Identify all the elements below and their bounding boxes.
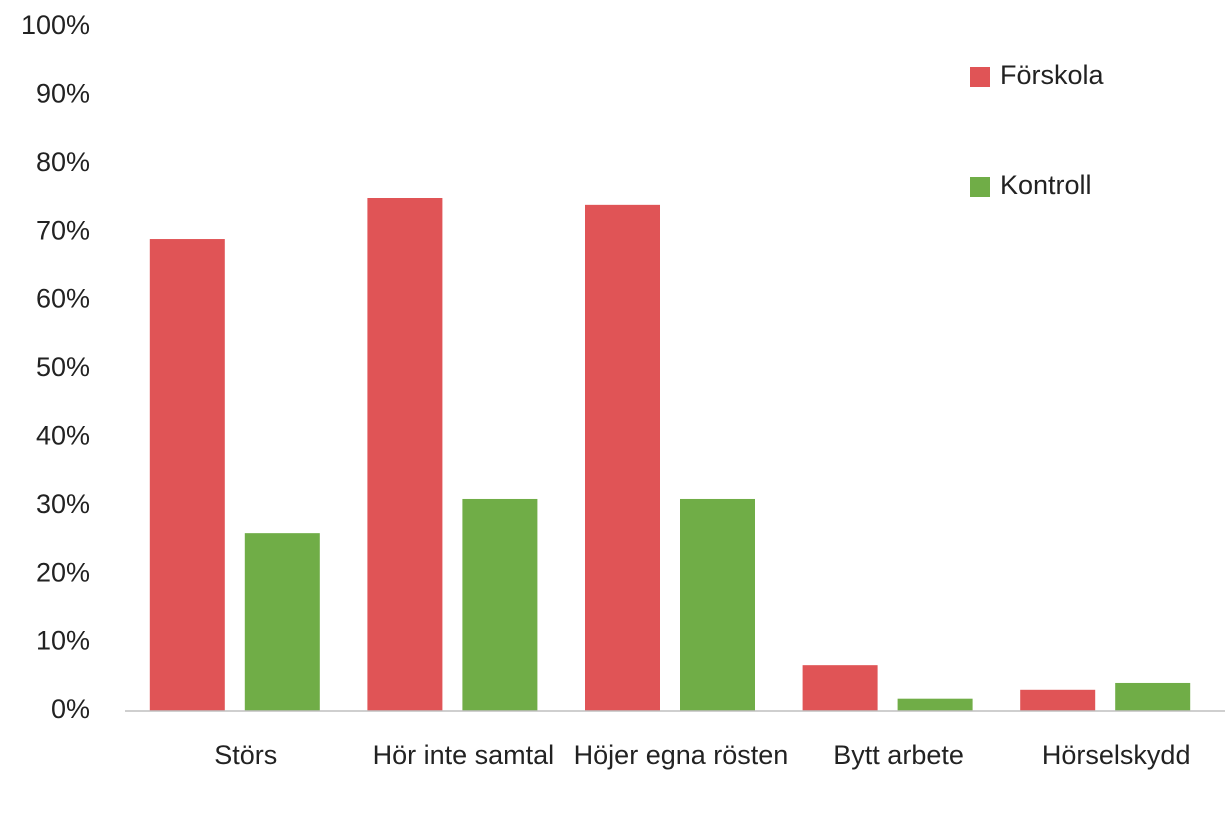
bar [680,498,755,711]
bar [1115,682,1191,711]
y-tick-label: 50% [36,352,90,382]
legend-label: Förskola [1000,60,1105,90]
y-tick-label: 60% [36,284,90,314]
x-tick-label: Hörselskydd [1041,740,1191,770]
y-tick-label: 100% [21,10,90,40]
x-tick-label: Höjer egna rösten [573,740,789,770]
bar [1020,689,1096,711]
bar [802,665,878,711]
legend-swatch [970,67,990,87]
y-tick-label: 40% [36,421,90,451]
bar [367,198,443,711]
legend-swatch [970,177,990,197]
bar [585,204,660,711]
y-tick-label: 20% [36,557,90,587]
bar [149,239,225,712]
x-tick-label: Hör inte samtal [372,740,555,770]
bar [244,533,320,711]
y-tick-label: 10% [36,626,90,656]
bar [462,498,538,711]
x-tick-label: Bytt arbete [833,740,964,770]
bar [897,698,973,711]
y-tick-label: 30% [36,489,90,519]
y-tick-label: 90% [36,79,90,109]
x-tick-label: Störs [214,740,278,770]
y-tick-label: 80% [36,147,90,177]
y-tick-label: 0% [51,694,90,724]
legend-label: Kontroll [1000,170,1092,200]
y-tick-label: 70% [36,215,90,245]
